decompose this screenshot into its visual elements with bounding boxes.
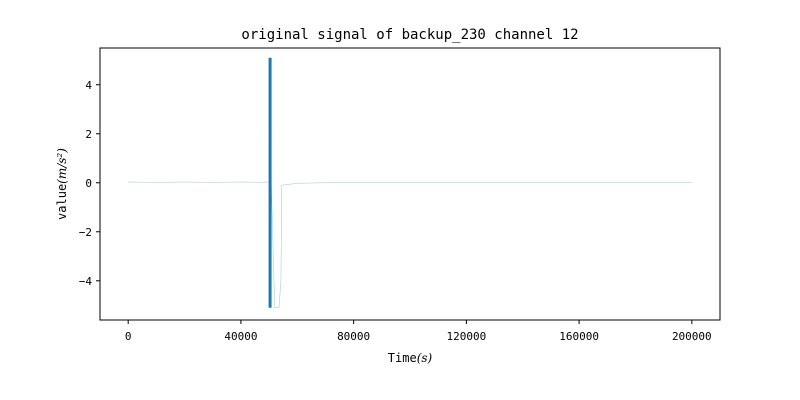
y-tick-label: 0 bbox=[85, 177, 92, 190]
x-tick-label: 40000 bbox=[224, 330, 257, 343]
x-tick-label: 80000 bbox=[337, 330, 370, 343]
plot-frame bbox=[99, 47, 721, 321]
y-tick-label: −2 bbox=[79, 226, 92, 239]
x-tick-label: 200000 bbox=[672, 330, 712, 343]
y-axis-label: value(m/s²) bbox=[55, 148, 69, 220]
x-tick-label: 160000 bbox=[559, 330, 599, 343]
chart-title: original signal of backup_230 channel 12 bbox=[241, 27, 578, 43]
y-tick-label: 2 bbox=[85, 128, 92, 141]
series-layer bbox=[128, 57, 692, 308]
y-tick-label: −4 bbox=[79, 275, 93, 288]
y-axis-label-text: value bbox=[55, 184, 69, 220]
x-tick-label: 120000 bbox=[446, 330, 486, 343]
x-tick-label: 0 bbox=[125, 330, 132, 343]
y-axis: −4 −2 0 2 4 bbox=[79, 79, 100, 288]
x-axis-label-text: Time bbox=[388, 351, 417, 365]
x-axis: 0 40000 80000 120000 160000 200000 bbox=[125, 320, 712, 343]
series-line-0 bbox=[128, 57, 692, 308]
x-axis-label-unit: (s) bbox=[417, 351, 433, 365]
y-axis-label-unit: (m/s²) bbox=[55, 148, 69, 184]
y-tick-label: 4 bbox=[85, 79, 92, 92]
x-axis-label: Time(s) bbox=[388, 351, 433, 365]
